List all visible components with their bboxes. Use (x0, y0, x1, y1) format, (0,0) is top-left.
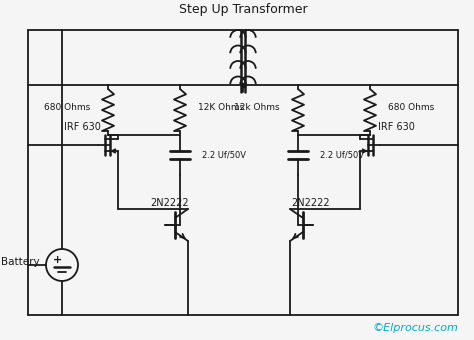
Text: 12k Ohms: 12k Ohms (234, 103, 280, 113)
Text: 12K Ohms: 12K Ohms (198, 103, 244, 113)
Text: 680 Ohms: 680 Ohms (44, 103, 90, 113)
Text: Battery: Battery (1, 257, 40, 267)
Text: 2.2 Uf/50V: 2.2 Uf/50V (320, 151, 364, 159)
Text: +: + (54, 255, 63, 265)
Text: Step Up Transformer: Step Up Transformer (179, 3, 307, 17)
Text: 2N2222: 2N2222 (292, 198, 330, 208)
Text: 2.2 Uf/50V: 2.2 Uf/50V (202, 151, 246, 159)
Text: IRF 630: IRF 630 (378, 122, 414, 132)
Text: ©Elprocus.com: ©Elprocus.com (372, 323, 458, 333)
Text: 2N2222: 2N2222 (151, 198, 189, 208)
Text: IRF 630: IRF 630 (64, 122, 100, 132)
Text: 680 Ohms: 680 Ohms (388, 103, 434, 113)
